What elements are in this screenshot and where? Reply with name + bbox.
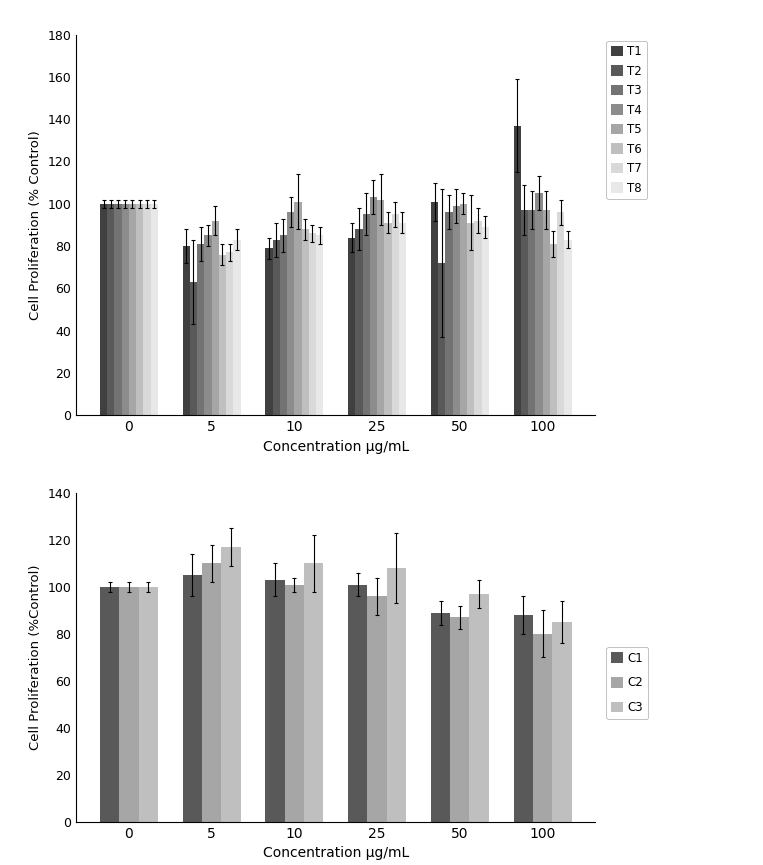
Bar: [182, 575, 202, 822]
Bar: [114, 204, 121, 415]
Bar: [452, 206, 460, 415]
Bar: [226, 253, 233, 415]
Bar: [370, 197, 377, 415]
Bar: [100, 204, 107, 415]
Bar: [475, 221, 481, 415]
Bar: [377, 200, 385, 415]
Bar: [211, 221, 219, 415]
Bar: [550, 244, 557, 415]
Bar: [387, 568, 406, 822]
Bar: [143, 204, 150, 415]
Bar: [285, 585, 304, 822]
X-axis label: Concentration μg/mL: Concentration μg/mL: [262, 846, 409, 860]
Bar: [295, 202, 301, 415]
Bar: [316, 235, 324, 415]
Bar: [536, 193, 542, 415]
Bar: [150, 204, 158, 415]
Bar: [460, 204, 467, 415]
Bar: [139, 587, 158, 822]
Legend: T1, T2, T3, T4, T5, T6, T7, T8: T1, T2, T3, T4, T5, T6, T7, T8: [607, 41, 647, 200]
Bar: [431, 202, 438, 415]
Bar: [533, 634, 552, 822]
Bar: [121, 204, 129, 415]
Bar: [521, 210, 528, 415]
Bar: [221, 547, 240, 822]
Bar: [356, 229, 362, 415]
Bar: [190, 282, 197, 415]
X-axis label: Concentration μg/mL: Concentration μg/mL: [262, 439, 409, 453]
Bar: [219, 254, 226, 415]
Bar: [348, 585, 368, 822]
Bar: [129, 204, 136, 415]
Bar: [438, 263, 446, 415]
Bar: [182, 246, 190, 415]
Bar: [272, 240, 280, 415]
Bar: [280, 235, 287, 415]
Bar: [100, 587, 119, 822]
Bar: [119, 587, 139, 822]
Bar: [431, 612, 450, 822]
Bar: [467, 223, 475, 415]
Bar: [557, 212, 565, 415]
Bar: [450, 618, 469, 822]
Bar: [446, 212, 452, 415]
Bar: [348, 238, 356, 415]
Bar: [481, 227, 489, 415]
Y-axis label: Cell Proliferation (%Control): Cell Proliferation (%Control): [29, 565, 42, 750]
Bar: [391, 215, 399, 415]
Bar: [513, 125, 521, 415]
Bar: [233, 240, 240, 415]
Bar: [204, 235, 211, 415]
Bar: [202, 563, 221, 822]
Bar: [107, 204, 114, 415]
Bar: [399, 223, 406, 415]
Legend: C1, C2, C3: C1, C2, C3: [607, 647, 648, 719]
Bar: [304, 563, 324, 822]
Bar: [469, 594, 489, 822]
Bar: [266, 580, 285, 822]
Bar: [542, 210, 550, 415]
Bar: [385, 223, 391, 415]
Bar: [266, 248, 272, 415]
Bar: [528, 210, 536, 415]
Bar: [368, 596, 387, 822]
Bar: [287, 212, 295, 415]
Bar: [136, 204, 143, 415]
Bar: [565, 240, 571, 415]
Bar: [513, 615, 533, 822]
Bar: [552, 622, 571, 822]
Bar: [197, 244, 204, 415]
Bar: [362, 215, 370, 415]
Bar: [309, 234, 316, 415]
Y-axis label: Cell Proliferation (% Control): Cell Proliferation (% Control): [29, 130, 42, 320]
Bar: [301, 229, 309, 415]
